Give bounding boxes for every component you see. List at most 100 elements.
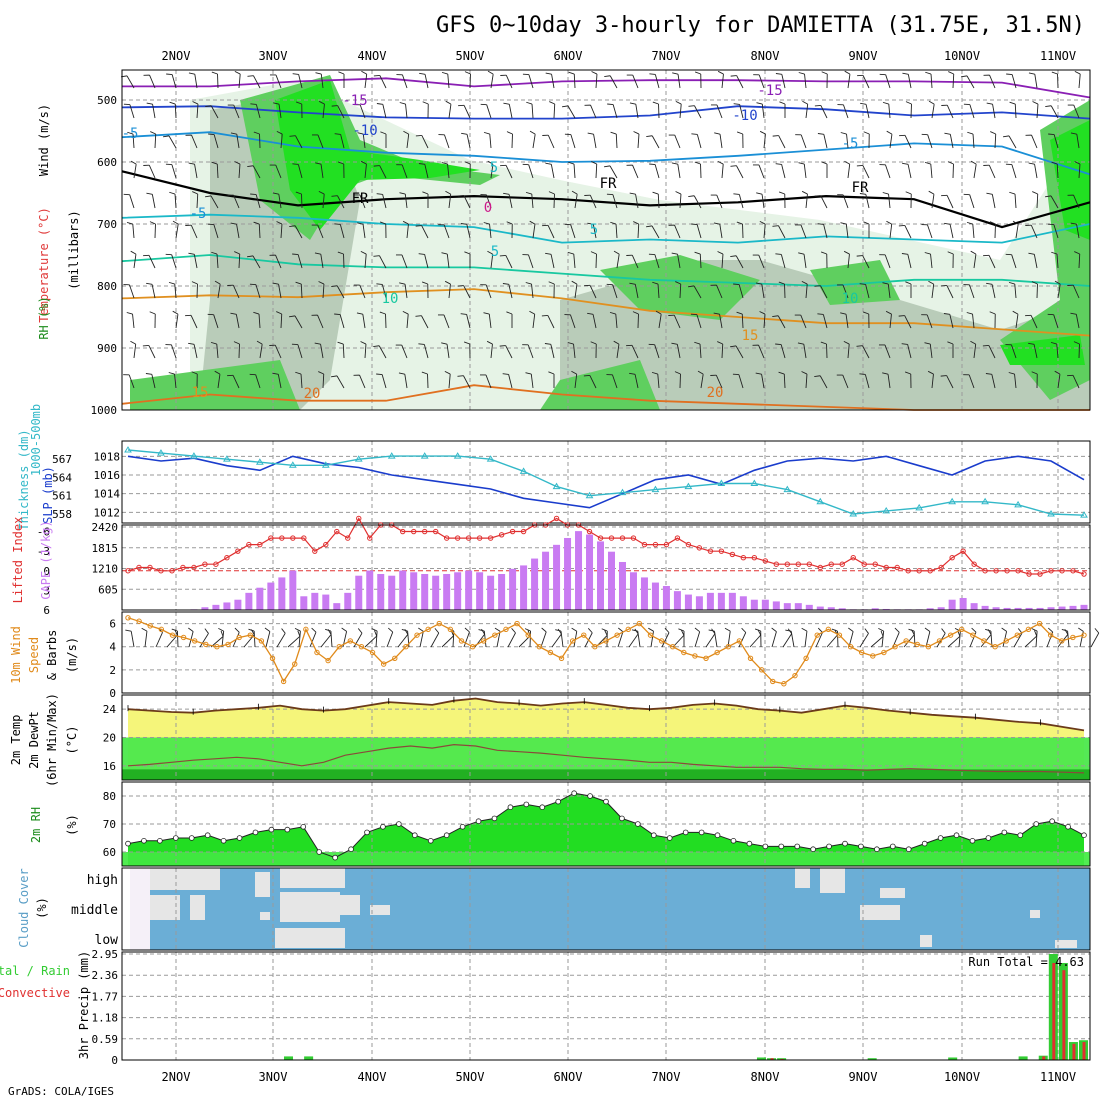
chart-title: GFS 0~10day 3-hourly for DAMIETTA (31.75… <box>436 13 1085 38</box>
wind-speed-point <box>592 644 598 650</box>
upper-wind-barb <box>904 225 912 239</box>
surface-wind-barb-feather <box>1034 630 1038 637</box>
upper-wind-barb <box>570 224 576 239</box>
upper-wind-barb <box>738 374 744 389</box>
surface-wind-barb <box>330 631 333 648</box>
upper-wind-barb <box>171 74 177 89</box>
upper-wind-barb <box>589 195 597 209</box>
upper-wind-barb-feather <box>464 71 471 75</box>
upper-wind-barb <box>721 164 724 179</box>
upper-wind-barb <box>485 374 492 389</box>
upper-wind-barb <box>864 374 870 389</box>
wind-speed-point <box>992 644 998 650</box>
precip-panel: 2.95 2.36 1.77 1.18 0.59 0 Run Total = 4.63 <box>92 948 1091 1067</box>
upper-wind-barb <box>1057 374 1061 389</box>
lifted-index-point <box>1037 571 1043 577</box>
upper-wind-barb-feather <box>928 100 935 105</box>
upper-wind-barb-feather <box>402 310 409 315</box>
minmax-label: (6hr Min/Max) <box>45 693 59 787</box>
surface-wind-barb <box>738 632 747 648</box>
cape-bar <box>333 603 341 610</box>
upper-wind-barb-feather <box>655 310 662 315</box>
upper-wind-barb <box>317 224 324 239</box>
upper-wind-barb <box>129 284 135 299</box>
contour-label: FR <box>852 180 869 196</box>
upper-wind-barb-feather <box>778 281 785 285</box>
top-date-label: 7NOV <box>652 49 681 63</box>
surface-wind-barb-feather <box>908 628 915 632</box>
upper-wind-barb <box>1015 224 1019 239</box>
upper-wind-barb-feather <box>457 375 464 377</box>
upper-wind-barb <box>238 74 241 89</box>
upper-wind-barb <box>634 374 639 389</box>
wind-speed-point <box>436 620 442 627</box>
upper-wind-barb-feather <box>460 313 467 315</box>
cape-bar <box>432 575 440 610</box>
upper-wind-barb-feather <box>798 72 805 75</box>
upper-wind-barb <box>677 254 681 269</box>
lifted-index-point <box>125 568 131 574</box>
slp-tick-label: 1018 <box>94 450 121 463</box>
upper-wind-barb <box>255 104 261 119</box>
upper-wind-barb <box>359 104 366 119</box>
wind-speed-point <box>847 644 854 650</box>
wind-speed-point <box>1025 626 1032 633</box>
upper-wind-barb <box>800 224 807 239</box>
upper-wind-barb <box>721 343 724 359</box>
upper-wind-barb <box>405 104 408 119</box>
upper-wind-barb <box>758 164 765 179</box>
cape-bar <box>509 568 517 610</box>
upper-wind-barb <box>1008 135 1017 149</box>
upper-wind-barb <box>735 255 744 269</box>
surface-wind-barb <box>1046 631 1054 648</box>
upper-wind-barb-feather <box>146 102 153 105</box>
rh-point <box>220 837 227 844</box>
upper-wind-barb-feather <box>445 100 452 105</box>
surface-wind-barb-feather <box>555 629 562 632</box>
upper-wind-barb <box>968 374 975 389</box>
wind-speed-point <box>803 655 809 661</box>
upper-wind-barb <box>490 74 494 89</box>
upper-wind-barb-feather <box>1070 132 1077 135</box>
top-date-label: 4NOV <box>358 49 387 63</box>
cloud-level-label: high <box>87 873 118 888</box>
precip-convective-bar <box>770 1058 774 1060</box>
surface-wind-barb-feather <box>678 628 685 632</box>
surface-wind-barb-feather <box>481 628 486 635</box>
upper-wind-barb <box>401 164 408 179</box>
upper-wind-barb-feather <box>334 223 341 225</box>
rh-point <box>300 823 307 830</box>
lifted-index-point <box>894 564 900 571</box>
upper-wind-barb <box>889 134 893 149</box>
upper-wind-barb <box>485 284 492 299</box>
upper-wind-barb-feather <box>970 160 977 165</box>
upper-wind-barb-feather <box>775 163 782 165</box>
thickness-point <box>948 497 957 505</box>
rh-point <box>794 843 800 850</box>
cape-bar <box>1036 607 1044 610</box>
upper-wind-barb-feather <box>146 282 153 285</box>
upper-wind-barb-feather <box>568 71 575 75</box>
upper-wind-barb <box>758 74 765 89</box>
upper-wind-barb <box>969 194 975 209</box>
upper-wind-barb <box>696 224 702 239</box>
panel-frame <box>121 951 1091 1061</box>
upper-wind-barb <box>820 285 828 299</box>
bottom-date-label: 4NOV <box>358 1070 387 1084</box>
upper-wind-barb <box>1073 104 1080 119</box>
upper-wind-barb-feather <box>415 225 422 227</box>
upper-wind-barb-feather <box>146 192 153 195</box>
upper-wind-barb <box>820 105 828 119</box>
wind-speed-point <box>269 655 276 661</box>
surface-wind-barb-feather <box>1061 628 1068 632</box>
surface-wind-barb-feather <box>604 629 608 636</box>
rh-point <box>491 815 498 822</box>
upper-wind-barb <box>805 284 808 299</box>
rh-point <box>236 835 243 841</box>
lifted-index-point <box>817 564 823 571</box>
upper-wind-barb-feather <box>130 340 136 345</box>
upper-wind-barb-feather <box>730 345 737 348</box>
upper-wind-barb-feather <box>843 250 850 255</box>
upper-wind-barb <box>404 374 408 389</box>
li-tick-label: 3 <box>43 584 50 597</box>
